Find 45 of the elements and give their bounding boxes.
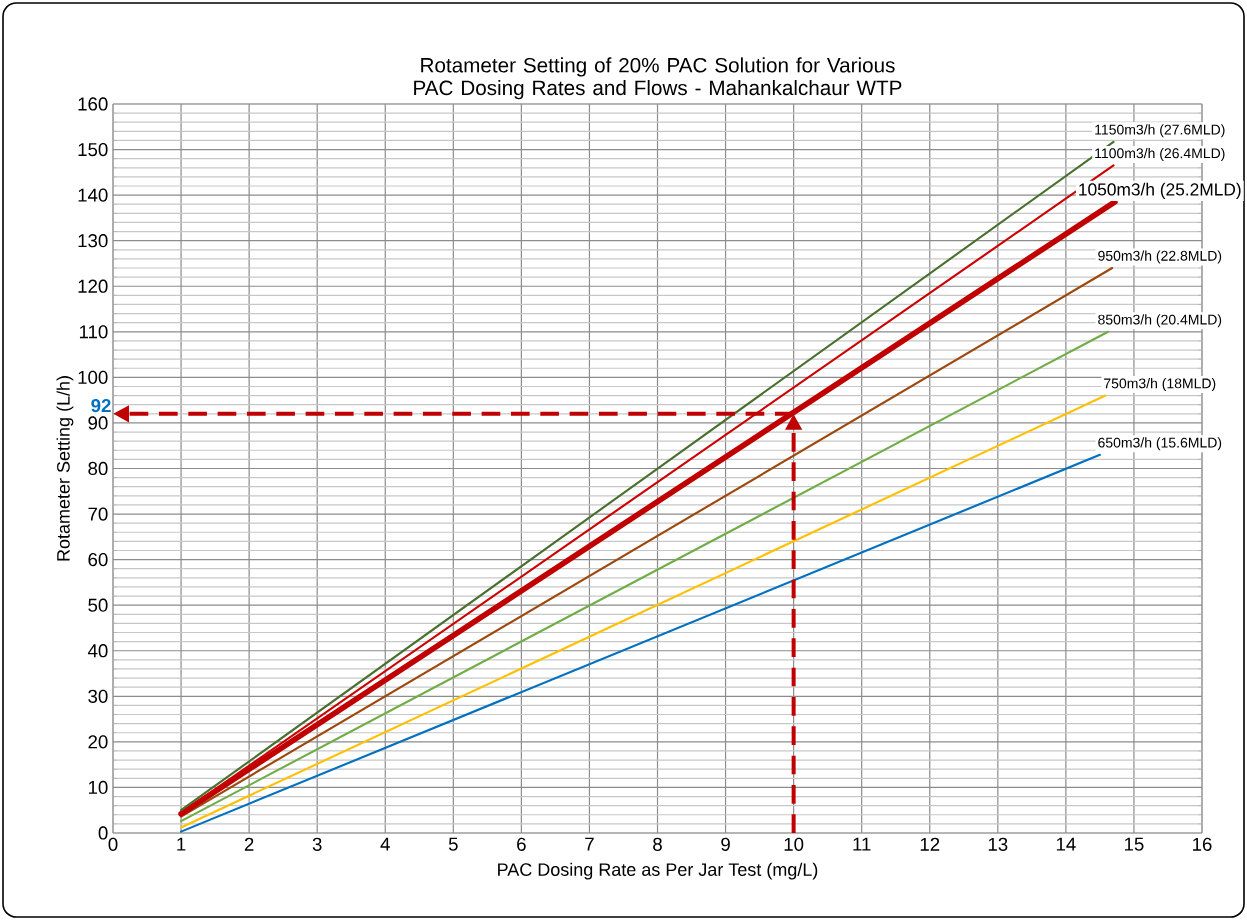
x-tick-label: 5	[448, 837, 458, 851]
x-tick-label: 12	[920, 837, 940, 851]
y-tick-label: 100	[78, 370, 108, 384]
y-tick-label: 10	[88, 780, 108, 795]
x-tick-label: 14	[1056, 837, 1076, 851]
series-label: 1100m3/h (26.4MLD)	[1095, 147, 1225, 162]
x-tick-label: 10	[784, 837, 804, 851]
x-axis-title: PAC Dosing Rate as Per Jar Test (mg/L)	[498, 862, 818, 880]
y-tick-label: 140	[78, 188, 108, 202]
x-tick-label: 15	[1124, 837, 1144, 851]
x-tick-label: 1	[177, 837, 186, 851]
chart-title: Rotameter Setting of 20% PAC Solution for Various PAC Dosing Rates and Flows - Mahankalchaur WTP	[414, 57, 902, 100]
y-tick-label: 30	[88, 689, 108, 703]
series-label: 850m3/h (20.4MLD)	[1098, 314, 1222, 328]
y-tick-label: 70	[88, 507, 108, 521]
y-tick-label: 50	[88, 598, 108, 612]
x-tick-label: 13	[988, 837, 1008, 851]
series-label: 950m3/h (22.8MLD)	[1098, 250, 1222, 264]
y-tick-label: 80	[88, 461, 108, 476]
annotation: 92	[91, 398, 111, 413]
y-tick-label: 160	[78, 97, 108, 111]
x-tick-label: 16	[1193, 837, 1212, 851]
y-tick-label: 20	[88, 735, 108, 749]
y-tick-label: 60	[88, 552, 108, 567]
x-tick-label: 11	[853, 837, 871, 851]
y-tick-label: 90	[88, 416, 108, 430]
x-tick-label: 9	[721, 837, 730, 851]
y-tick-label: 110	[79, 325, 108, 339]
series-label: 750m3/h (18MLD)	[1104, 378, 1216, 392]
y-tick-label: 130	[78, 234, 108, 248]
x-tick-label: 7	[585, 837, 594, 851]
x-tick-label: 6	[517, 837, 526, 851]
x-tick-label: 2	[244, 837, 254, 851]
series-label: 1050m3/h (25.2MLD)	[1079, 182, 1241, 200]
series-label: 650m3/h (15.6MLD)	[1098, 437, 1222, 451]
y-tick-label: 40	[87, 644, 108, 658]
series-label: 1150m3/h (27.6MLD)	[1095, 124, 1225, 138]
x-tick-label: 0	[108, 837, 118, 851]
x-tick-label: 8	[653, 837, 662, 851]
y-tick-label: 120	[78, 279, 108, 293]
y-tick-label: 0	[98, 826, 108, 840]
y-axis-title: Rotameter Setting (L/h)	[56, 376, 74, 561]
y-tick-label: 150	[78, 142, 108, 157]
x-tick-label: 4	[380, 837, 390, 851]
x-tick-label: 3	[312, 837, 322, 851]
